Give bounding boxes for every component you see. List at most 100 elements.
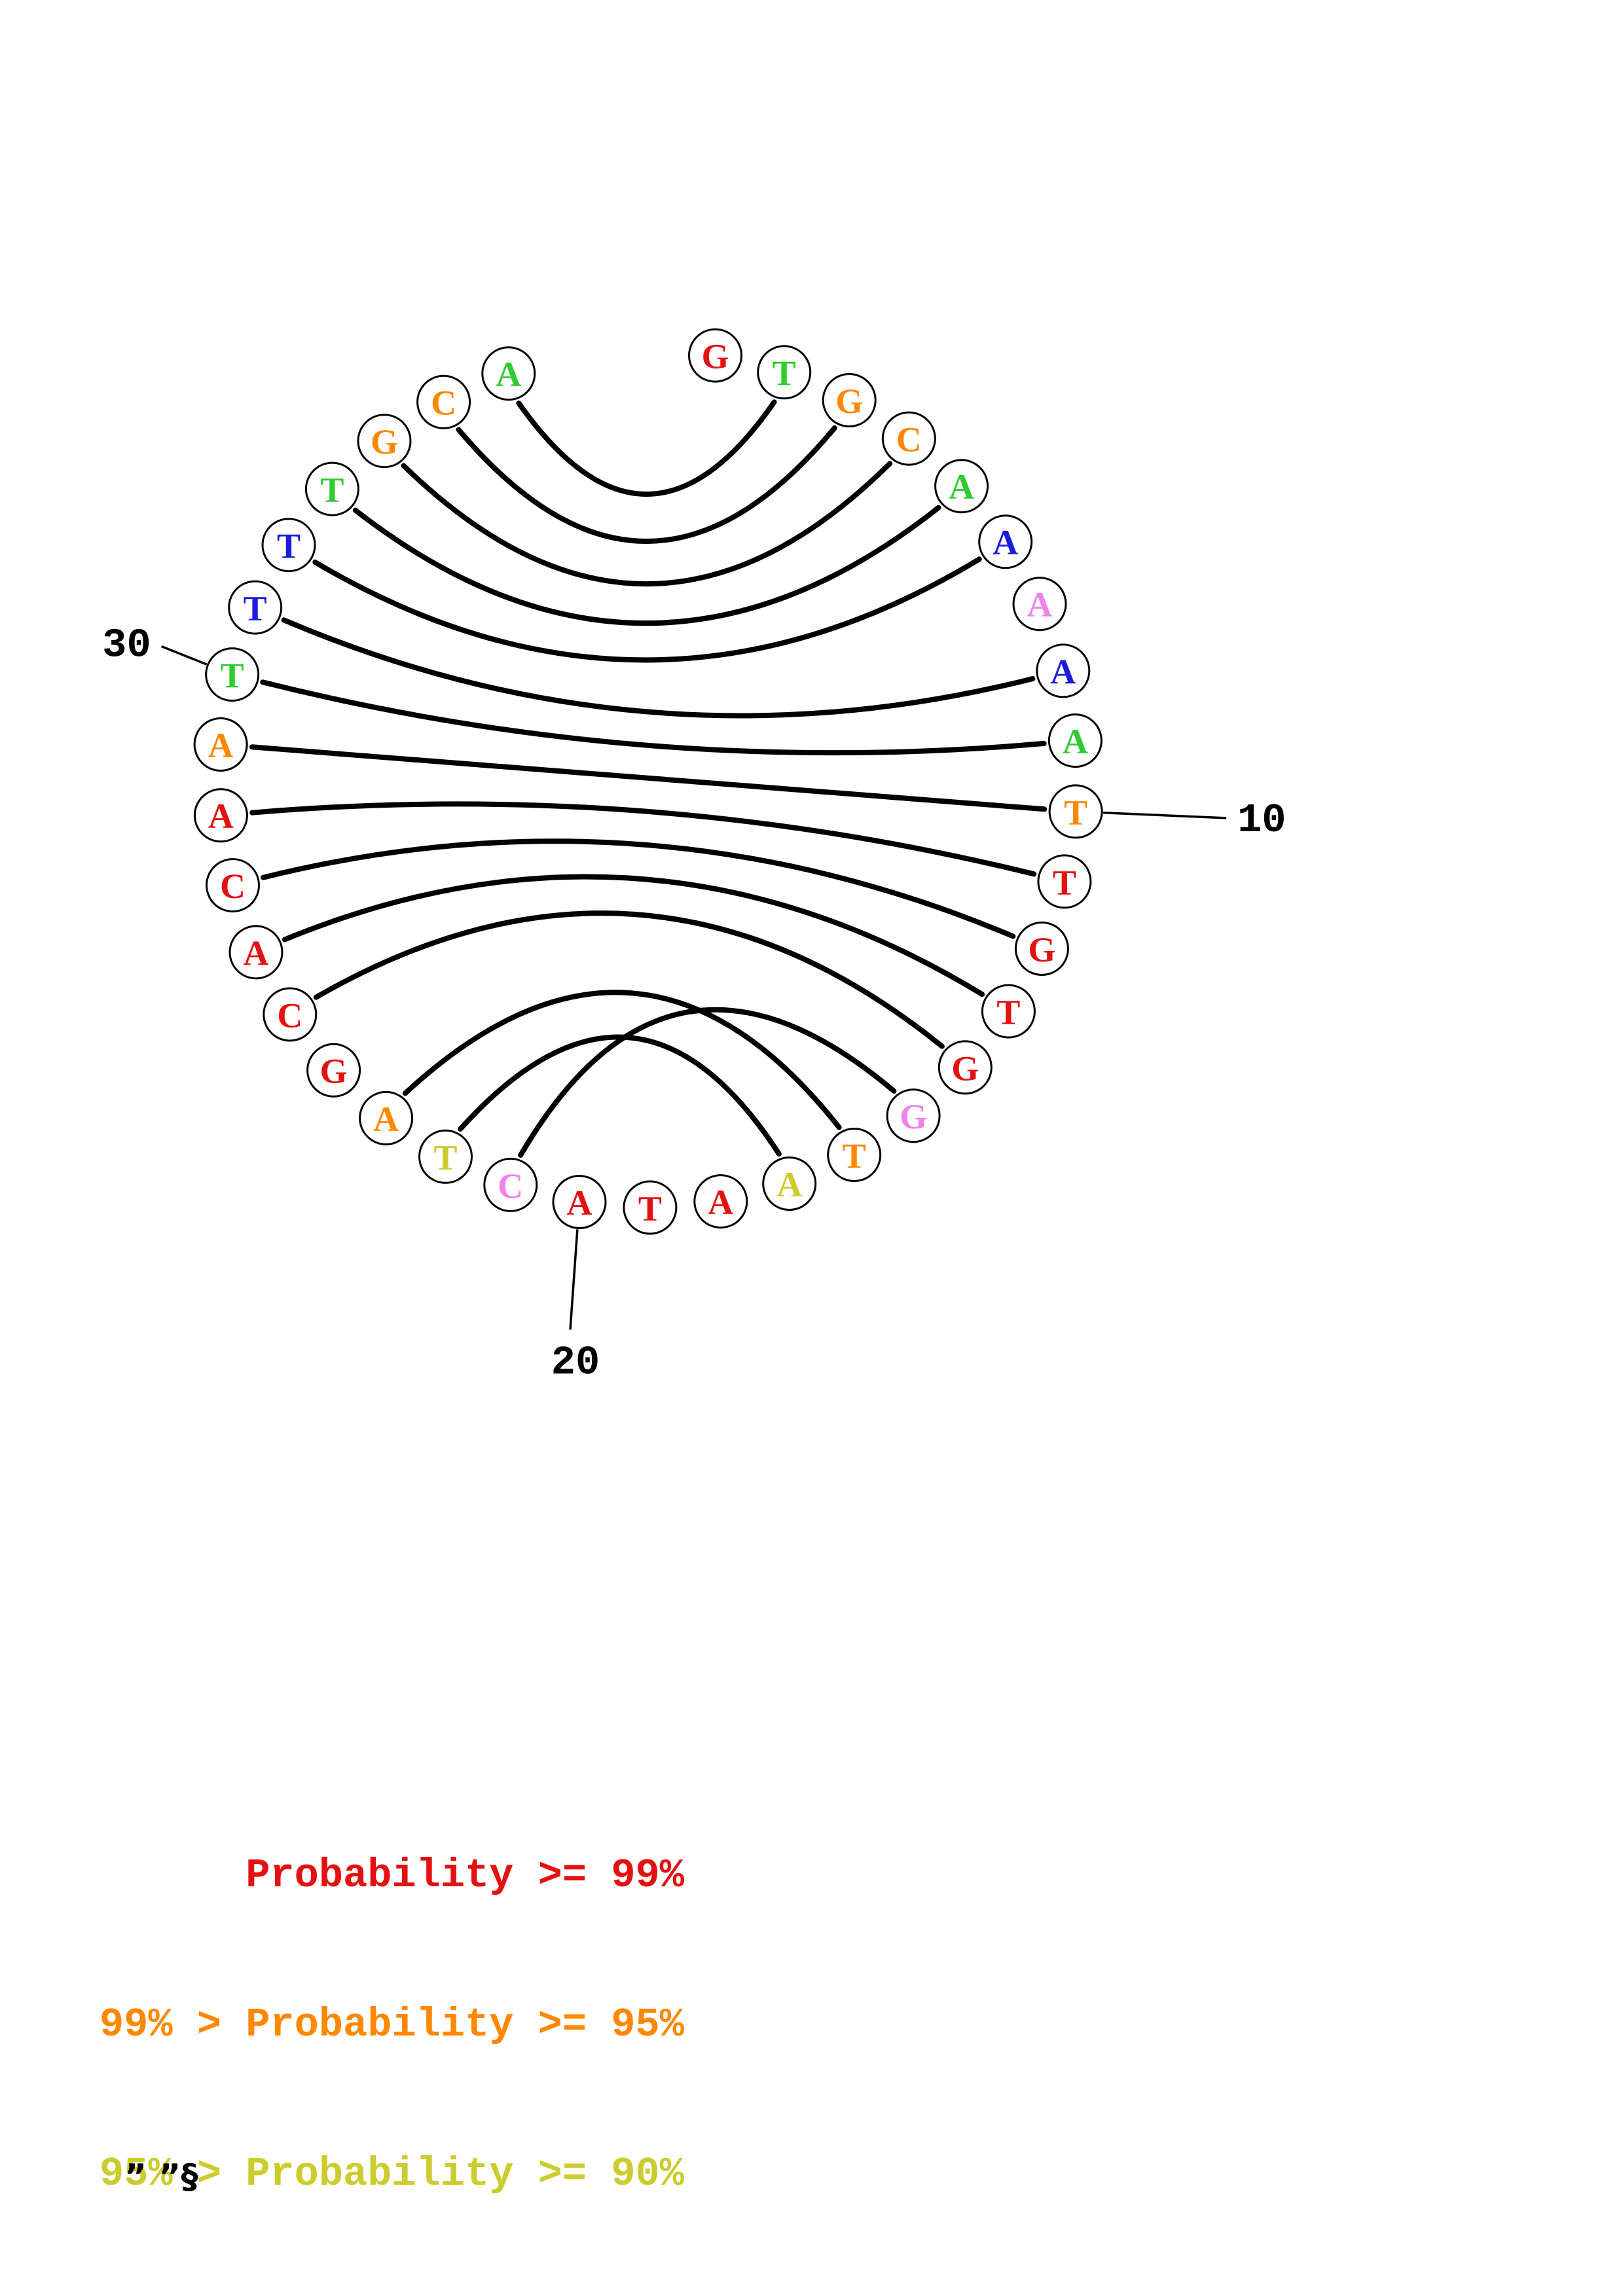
- nucleotide-node: [822, 373, 877, 427]
- nucleotide-letter: T: [996, 993, 1020, 1032]
- legend-item-p95: 99% > Probability >= 95%: [100, 2001, 684, 2048]
- nucleotide-letter: G: [320, 1052, 348, 1091]
- nucleotide-node: [306, 1043, 361, 1098]
- nucleotide-node: [263, 987, 318, 1042]
- base-pair-arc: [260, 679, 1047, 756]
- nucleotide-letter: T: [244, 589, 267, 628]
- nucleotide-node: [206, 858, 260, 913]
- base-pair-arc: [516, 399, 777, 497]
- base-pair-arc: [518, 1007, 897, 1158]
- position-label-10: 10: [1237, 797, 1286, 844]
- nucleotide-node: [623, 1180, 678, 1235]
- nucleotide-letter: A: [1063, 722, 1088, 761]
- nucleotide-letter: G: [1028, 930, 1055, 969]
- nucleotide-node: [228, 925, 283, 980]
- base-pair-arc: [261, 838, 1016, 939]
- nucleotide-node: [193, 788, 248, 843]
- nucleotide-node: [1037, 854, 1092, 909]
- nucleotide-letter: C: [498, 1166, 523, 1206]
- base-pair-arc: [249, 801, 1037, 877]
- nucleotide-node: [357, 414, 412, 469]
- nucleotide-letter: A: [949, 467, 974, 507]
- nucleotide-node: [881, 411, 936, 466]
- label-leader-line: [569, 1229, 579, 1330]
- base-pair-arc: [401, 461, 893, 586]
- nucleotide-node: [1012, 577, 1067, 632]
- legend-item-p99: Probability >= 99%: [100, 1852, 684, 1899]
- nucleotide-node: [416, 374, 471, 429]
- nucleotide-letter: A: [244, 933, 269, 973]
- base-pair-arc: [312, 556, 982, 663]
- nucleotide-node: [261, 518, 316, 573]
- nucleotide-node: [1048, 713, 1103, 768]
- nucleotide-letter: G: [951, 1049, 979, 1088]
- nucleotide-letter: A: [776, 1165, 802, 1204]
- nucleotide-node: [483, 1157, 538, 1212]
- nucleotide-letter: T: [1064, 793, 1087, 832]
- nucleotide-letter: T: [773, 353, 796, 393]
- nucleotide-node: [193, 717, 248, 772]
- nucleotide-letter: A: [567, 1183, 593, 1223]
- nucleotide-letter: A: [496, 355, 521, 394]
- nucleotide-node: [359, 1090, 414, 1145]
- nucleotide-letter: G: [835, 382, 863, 421]
- legend-item-p90: 95% > Probability >= 90%: [100, 2151, 684, 2197]
- nucleotide-letter: A: [993, 523, 1018, 562]
- nucleotide-letter: A: [708, 1183, 733, 1222]
- nucleotide-node: [304, 461, 359, 516]
- footer-glyphs: ” ”§: [124, 2157, 198, 2197]
- nucleotide-node: [688, 328, 742, 383]
- nucleotide-letter: T: [1053, 863, 1076, 902]
- nucleotide-letter: T: [843, 1136, 866, 1175]
- nucleotide-node: [981, 984, 1036, 1039]
- nucleotide-node: [978, 514, 1033, 569]
- nucleotide-node: [552, 1175, 607, 1229]
- nucleotide-node: [418, 1129, 473, 1184]
- rna-circle-plot: G TGCAAAAATTGTGGTAATACTAGCACAATTTTGCA1020…: [102, 328, 1286, 1386]
- base-pair-arc: [456, 425, 837, 544]
- nucleotide-node: [934, 459, 989, 514]
- nucleotide-node: [886, 1088, 941, 1143]
- base-pair-arc: [402, 990, 842, 1130]
- nucleotide-node: [938, 1040, 993, 1095]
- nucleotide-letter: T: [433, 1138, 457, 1177]
- base-pair-arc: [282, 874, 985, 997]
- base-pair-arc: [281, 617, 1036, 719]
- nucleotide-node: [481, 346, 536, 401]
- nucleotide-node: [1036, 643, 1091, 698]
- nucleotide-node: [762, 1157, 817, 1211]
- nucleotide-node: [205, 647, 260, 702]
- nucleotide-letter: C: [220, 867, 246, 906]
- nucleotide-letter: T: [638, 1189, 662, 1228]
- nucleotide-node: [757, 345, 812, 400]
- label-leader-line: [1103, 811, 1227, 819]
- nucleotide-letter: A: [373, 1100, 399, 1139]
- nucleotide-node: [1014, 922, 1069, 976]
- nucleotide-letter: A: [1027, 585, 1053, 624]
- nucleotide-letter: T: [320, 471, 344, 510]
- base-pair-arc: [249, 744, 1048, 812]
- nucleotide-node: [693, 1174, 748, 1229]
- label-leader-line: [161, 645, 208, 666]
- nucleotide-letter: T: [277, 526, 301, 565]
- base-pair-arc: [313, 910, 945, 1049]
- nucleotide-node: [228, 580, 283, 635]
- nucleotide-letter: C: [431, 384, 456, 423]
- nucleotide-letter: C: [277, 996, 302, 1035]
- nucleotide-letter: C: [896, 420, 922, 459]
- nucleotide-letter: G: [701, 337, 729, 376]
- nucleotide-letter: G: [371, 422, 398, 461]
- nucleotide-letter: A: [208, 726, 234, 765]
- base-pair-arc: [352, 505, 941, 626]
- nucleotide-letter: T: [221, 656, 244, 695]
- position-label-20: 20: [551, 1340, 600, 1386]
- position-label-30: 30: [102, 622, 151, 669]
- nucleotide-node: [827, 1128, 882, 1182]
- nucleotide-letter: A: [208, 797, 234, 836]
- nucleotide-letter: A: [1050, 652, 1076, 691]
- base-pair-arc: [458, 1034, 782, 1157]
- probability-legend: Probability >= 99% 99% > Probability >= …: [100, 1751, 684, 2296]
- nucleotide-letter: G: [900, 1097, 927, 1136]
- nucleotide-node: [1048, 784, 1103, 839]
